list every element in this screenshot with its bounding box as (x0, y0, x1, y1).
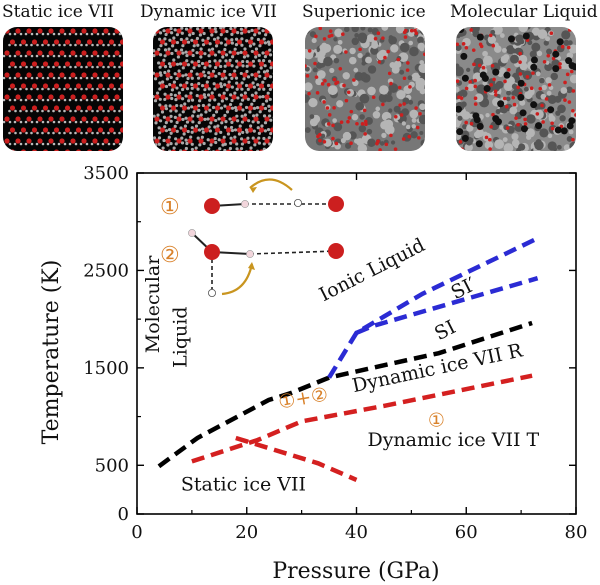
annotation-label: Liquid (169, 307, 191, 368)
annotation-label: Molecular (142, 255, 164, 353)
hydrogen-target-site (207, 288, 216, 297)
hydrogen-atom (241, 200, 249, 208)
annotation-label: SI (431, 316, 459, 345)
x-tick-label: 40 (345, 522, 368, 543)
x-tick-label: 80 (565, 522, 588, 543)
annotation-label: Dynamic ice VII T (367, 429, 539, 451)
y-tick-label: 500 (95, 455, 129, 476)
y-axis-label: Temperature (K) (39, 260, 64, 445)
arrowhead (250, 187, 257, 193)
dynamic-ice-snapshot (153, 27, 273, 151)
y-tick-label: 0 (118, 504, 129, 525)
x-axis-label: Pressure (GPa) (272, 559, 439, 584)
oxygen-atom (204, 198, 220, 214)
oxygen-atom (204, 244, 220, 260)
inset-molecule-diagram: ①② (160, 178, 344, 297)
axes: 0 20 40 60 80 0 500 1500 2500 3500 (83, 163, 587, 543)
superionic-ice-snapshot (305, 27, 425, 151)
inset-label-1: ① (160, 195, 180, 220)
x-tick-label: 20 (235, 522, 258, 543)
y-tick-label: 1500 (83, 358, 129, 379)
inset-label-2: ② (160, 243, 180, 268)
x-tick-label: 0 (131, 522, 142, 543)
hydrogen-atom (188, 229, 196, 237)
series-lines (157, 236, 539, 482)
annotation-label: ①+② (277, 383, 330, 413)
oxygen-atom (328, 243, 344, 259)
proton-hop-arrow (221, 263, 254, 296)
y-tick-label: 3500 (83, 163, 129, 184)
hydrogen-bond (249, 250, 337, 255)
proton-hop-arrow (249, 178, 293, 191)
hydrogen-atom (246, 250, 254, 258)
annotation-label: Static ice VII (181, 474, 306, 496)
phase-boundary-line-4 (191, 373, 533, 464)
molecular-liquid-snapshot (456, 27, 576, 151)
phase-boundary-line-1 (157, 320, 533, 469)
panel-label-dynamic: Dynamic ice VII (140, 2, 277, 22)
y-tick-label: 2500 (83, 260, 129, 281)
panel-label-liquid: Molecular Liquid (450, 2, 598, 22)
annotation-label: ① (428, 409, 445, 431)
oxygen-atom (328, 196, 344, 212)
static-ice-snapshot (3, 27, 123, 151)
hydrogen-target-site (293, 199, 302, 208)
panel-label-superionic: Superionic ice (302, 2, 426, 22)
arrowhead (248, 262, 255, 270)
phase-boundary-line-3 (355, 276, 539, 335)
phase-boundary-line-2 (327, 236, 539, 379)
phase-boundary-line-5 (235, 435, 358, 482)
x-tick-label: 60 (455, 522, 478, 543)
panel-label-static: Static ice VII (2, 2, 114, 22)
